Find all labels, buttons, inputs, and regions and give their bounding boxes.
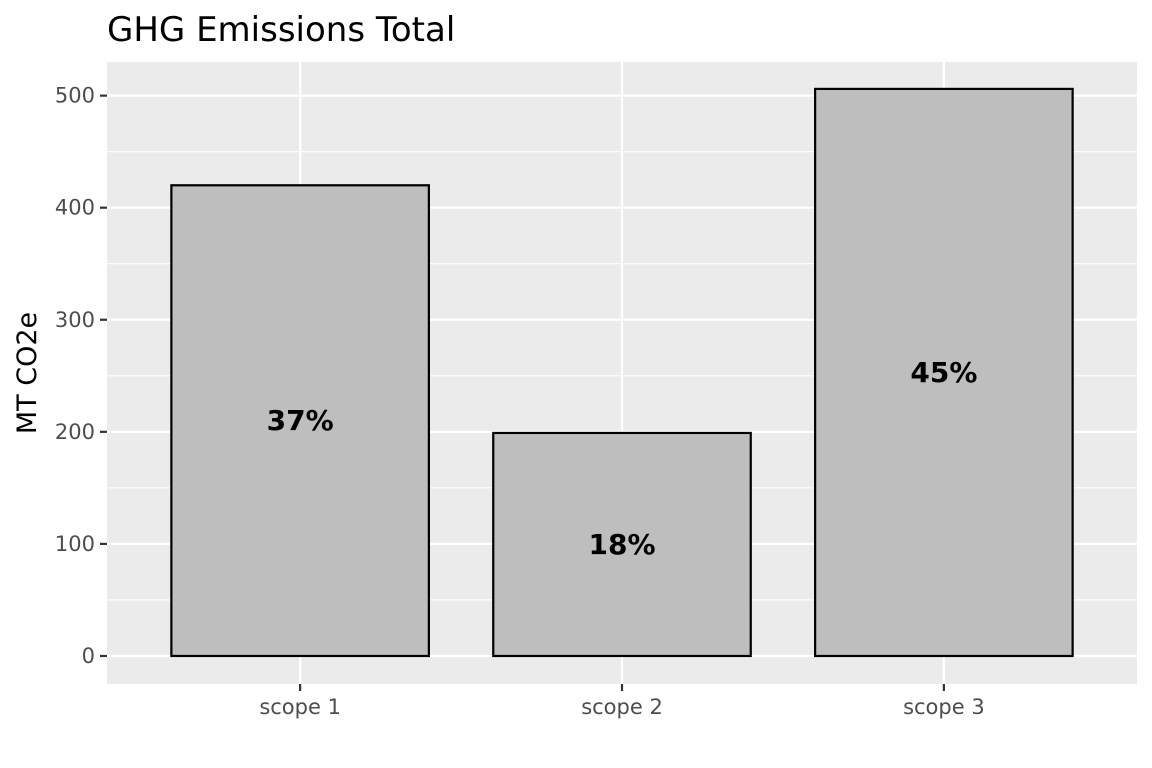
x-tick-label: scope 2 <box>581 695 663 719</box>
y-tick-label: 500 <box>55 84 95 108</box>
y-tick-label: 0 <box>82 644 95 668</box>
data-label: 45% <box>910 356 977 389</box>
bars <box>170 87 1074 658</box>
axes: 0 100 200 300 400 500 scope 1 scope 2 scope 3 <box>55 84 985 719</box>
y-tick-label: 400 <box>55 196 95 220</box>
bar-scope-2 <box>492 431 752 658</box>
x-tick-label: scope 1 <box>259 695 341 719</box>
data-label: 37% <box>267 404 334 437</box>
data-label: 18% <box>588 528 655 561</box>
chart-title: GHG Emissions Total <box>107 10 455 50</box>
data-labels: 37% 18% 45% <box>267 356 978 561</box>
bar-scope-3 <box>814 87 1074 658</box>
y-tick-label: 100 <box>55 532 95 556</box>
bar-scope-1 <box>170 184 430 658</box>
y-axis-label: MT CO2e <box>12 312 43 434</box>
x-tick-label: scope 3 <box>903 695 985 719</box>
y-tick-label: 300 <box>55 308 95 332</box>
y-tick-label: 200 <box>55 420 95 444</box>
